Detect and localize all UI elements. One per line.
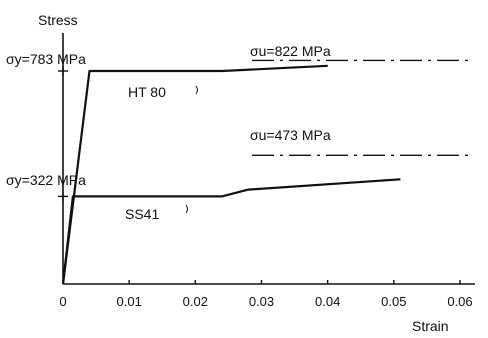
- x-tick-label: 0: [59, 294, 66, 309]
- ss41-ultimate-label: σu=473 MPa: [250, 127, 331, 143]
- ht80-yield-label: σy=783 MPa: [6, 51, 86, 67]
- ht80-label-leader: [195, 85, 198, 95]
- axes: [58, 33, 475, 285]
- x-ticks: 0 0.01 0.02 0.03 0.04 0.05 0.06: [59, 280, 473, 309]
- curve-ht80: [61, 64, 328, 285]
- curve-ss41: [61, 178, 401, 285]
- x-tick-label: 0.05: [381, 294, 406, 309]
- chart-labels: Stress Strain σy=783 MPa σu=822 MPa HT 8…: [6, 12, 449, 334]
- x-tick-label: 0.04: [315, 294, 340, 309]
- x-tick-label: 0.01: [117, 294, 142, 309]
- y-axis-label: Stress: [38, 12, 78, 28]
- ss41-series-label: SS41: [125, 206, 159, 222]
- ss41-label-leader: [185, 204, 188, 214]
- x-tick-label: 0.06: [447, 294, 472, 309]
- x-axis-label: Strain: [412, 318, 449, 334]
- ht80-series-label: HT 80: [128, 84, 166, 100]
- series-lines: [61, 64, 401, 285]
- ht80-ultimate-label: σu=822 MPa: [250, 43, 331, 59]
- x-tick-label: 0.03: [249, 294, 274, 309]
- ss41-yield-label: σy=322 MPa: [6, 172, 86, 188]
- x-tick-label: 0.02: [183, 294, 208, 309]
